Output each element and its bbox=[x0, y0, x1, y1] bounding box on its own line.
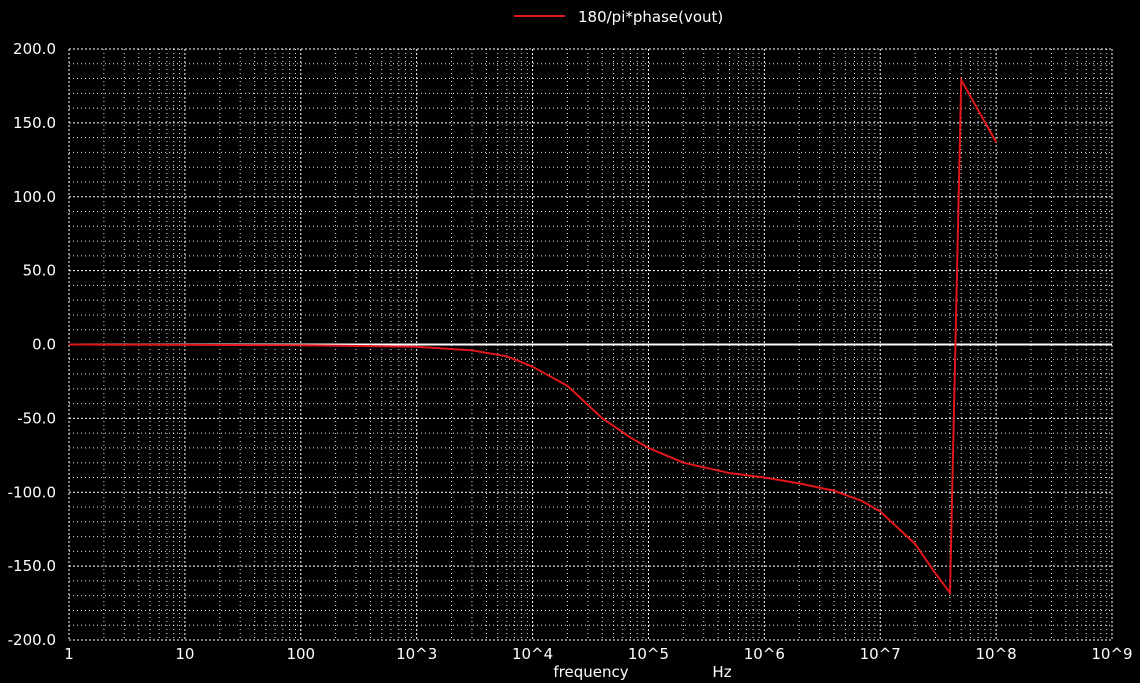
y-tick-label: 150.0 bbox=[13, 114, 56, 132]
x-tick-label: 10^4 bbox=[512, 645, 553, 663]
y-tick-label: -150.0 bbox=[8, 557, 56, 575]
x-tick-label: 10^8 bbox=[976, 645, 1017, 663]
phase-series-line bbox=[68, 76, 997, 596]
x-tick-label: 10^9 bbox=[1091, 645, 1132, 663]
legend-label: 180/pi*phase(vout) bbox=[578, 8, 723, 26]
x-tick-label: 10^3 bbox=[396, 645, 437, 663]
minor-grid bbox=[69, 49, 1112, 640]
x-tick-label: 10 bbox=[175, 645, 194, 663]
y-tick-label: 50.0 bbox=[23, 262, 56, 280]
y-tick-label: 0.0 bbox=[32, 336, 56, 354]
x-axis-title: frequency bbox=[553, 663, 628, 681]
x-tick-labels: 1 10 100 10^3 10^4 10^5 10^6 10^7 10^8 10^9 bbox=[64, 645, 1132, 663]
y-tick-labels: 200.0 150.0 100.0 50.0 0.0 -50.0 -100.0 -150.0 -… bbox=[8, 40, 56, 649]
major-grid bbox=[68, 48, 1113, 641]
y-tick-label: -50.0 bbox=[17, 409, 56, 427]
x-tick-label: 1 bbox=[64, 645, 74, 663]
x-tick-label: 100 bbox=[286, 645, 315, 663]
x-tick-label: 10^7 bbox=[860, 645, 901, 663]
y-tick-label: -200.0 bbox=[8, 631, 56, 649]
x-tick-label: 10^5 bbox=[628, 645, 669, 663]
legend: 180/pi*phase(vout) bbox=[514, 8, 723, 26]
x-tick-label: 10^6 bbox=[744, 645, 785, 663]
y-tick-label: 200.0 bbox=[13, 40, 56, 58]
y-tick-label: 100.0 bbox=[13, 188, 56, 206]
y-tick-label: -100.0 bbox=[8, 483, 56, 501]
x-axis-unit: Hz bbox=[712, 663, 731, 681]
